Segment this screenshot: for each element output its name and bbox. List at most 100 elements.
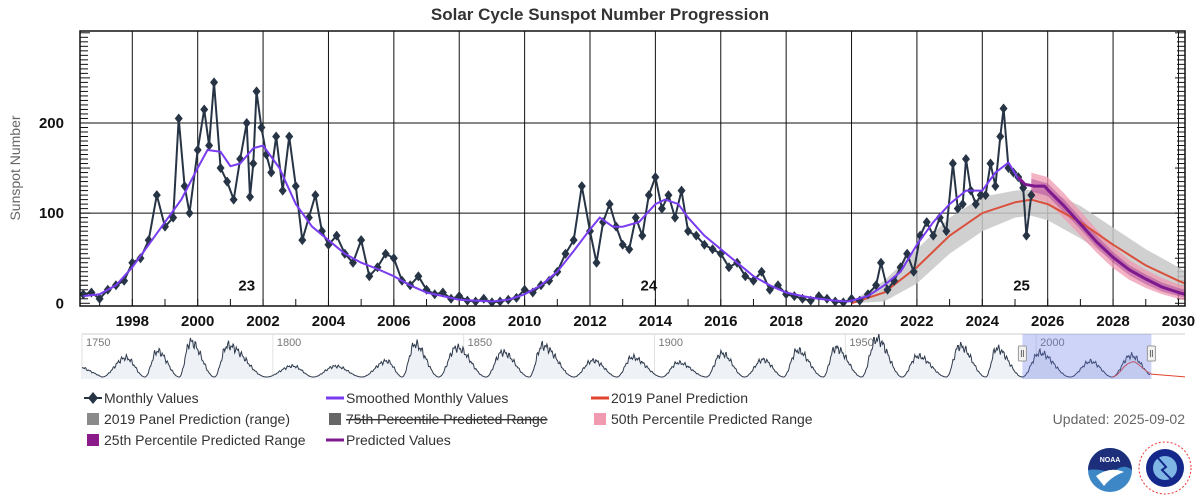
- monthly-value-marker: [257, 122, 266, 133]
- navigator-right-handle[interactable]: [1146, 345, 1156, 362]
- cycle-label: 24: [641, 278, 658, 295]
- cycle-label: 23: [238, 278, 255, 295]
- chart-title: Solar Cycle Sunspot Number Progression: [431, 5, 769, 24]
- monthly-value-marker: [961, 154, 970, 165]
- x-tick-label: 2002: [246, 313, 279, 330]
- x-tick-label: 2024: [966, 313, 1000, 330]
- monthly-value-marker: [210, 77, 219, 88]
- monthly-value-marker: [677, 185, 686, 196]
- legend-square-icon: [87, 434, 99, 446]
- y-tick-label: 100: [39, 205, 64, 222]
- monthly-value-marker: [876, 257, 885, 268]
- monthly-value-marker: [757, 266, 766, 277]
- p25-range-band: [1031, 178, 1185, 298]
- noaa-logo[interactable]: NOAA: [1088, 448, 1132, 492]
- monthly-value-marker: [252, 86, 261, 97]
- monthly-value-marker: [229, 194, 238, 205]
- x-tick-label: 2030: [1162, 313, 1195, 330]
- monthly-value-marker: [95, 293, 104, 304]
- x-tick-label: 2026: [1031, 313, 1064, 330]
- monthly-value-marker: [631, 212, 640, 223]
- monthly-values-line: [83, 82, 1033, 304]
- monthly-value-marker: [618, 239, 627, 250]
- x-tick-label: 2016: [704, 313, 737, 330]
- plot-frame: [79, 30, 1186, 307]
- monthly-value-marker: [657, 203, 666, 214]
- navigator-prediction-line: [1112, 361, 1185, 378]
- monthly-value-marker: [545, 275, 554, 286]
- monthly-value-marker: [479, 293, 488, 304]
- cycle-labels: 23 24 25: [238, 278, 1029, 295]
- x-tick-label: 2028: [1096, 313, 1129, 330]
- monthly-value-marker: [242, 117, 251, 128]
- monthly-value-marker: [577, 181, 586, 192]
- legend-label: 75th Percentile Predicted Range: [346, 411, 548, 427]
- monthly-value-marker: [700, 239, 709, 250]
- navigator[interactable]: 1750 1800 1850 1900 1950 2000: [81, 333, 1185, 379]
- x-tick-label: 2004: [312, 313, 346, 330]
- monthly-value-marker: [986, 158, 995, 169]
- navigator-left-handle[interactable]: [1017, 345, 1027, 362]
- legend-item[interactable]: Predicted Values: [326, 432, 451, 448]
- legend-item[interactable]: 75th Percentile Predicted Range: [329, 411, 548, 427]
- legend-square-icon: [594, 413, 606, 425]
- monthly-value-marker: [692, 230, 701, 241]
- monthly-value-marker: [999, 103, 1008, 114]
- legend-square-icon: [329, 413, 341, 425]
- navigator-line: [82, 334, 1151, 378]
- y-tick-label: 200: [39, 115, 64, 132]
- monthly-value-marker: [311, 190, 320, 201]
- monthly-value-marker: [381, 248, 390, 259]
- monthly-value-marker: [1027, 190, 1036, 201]
- legend-item[interactable]: Monthly Values: [84, 390, 199, 406]
- x-tick-label: 2020: [835, 313, 868, 330]
- monthly-value-marker: [185, 208, 194, 219]
- monthly-value-marker: [872, 280, 881, 291]
- monthly-value-marker: [561, 248, 570, 259]
- monthly-value-marker: [684, 226, 693, 237]
- legend-item[interactable]: Smoothed Monthly Values: [326, 390, 508, 406]
- monthly-value-marker: [136, 253, 145, 264]
- legend-label: Predicted Values: [346, 432, 451, 448]
- legend-square-icon: [87, 413, 99, 425]
- x-tick-label: 2018: [769, 313, 802, 330]
- monthly-value-marker: [981, 190, 990, 201]
- x-axis-ticks: 1998 2000 2002 2004 2006 2008 2010 2012 2014 2016…: [99, 299, 1195, 330]
- monthly-value-marker: [246, 191, 254, 202]
- predicted-values-line: [1017, 176, 1185, 296]
- navigator-tick-label: 2000: [1040, 337, 1064, 349]
- navigator-selection[interactable]: [1022, 334, 1152, 379]
- navigator-tick-label: 1950: [849, 337, 873, 349]
- x-tick-label: 2006: [377, 313, 410, 330]
- monthly-value-marker: [152, 190, 161, 201]
- monthly-value-marker: [724, 262, 733, 273]
- monthly-value-marker: [790, 291, 799, 302]
- monthly-value-marker: [291, 181, 300, 192]
- navigator-tick-label: 1750: [86, 337, 110, 349]
- monthly-value-marker: [193, 145, 202, 156]
- monthly-value-marker: [708, 244, 717, 255]
- monthly-value-marker: [929, 230, 938, 241]
- monthly-value-marker: [569, 235, 578, 246]
- nws-logo[interactable]: [1138, 441, 1192, 495]
- legend-item[interactable]: 2019 Panel Prediction: [591, 390, 748, 406]
- monthly-value-marker: [953, 203, 962, 214]
- legend-item[interactable]: 2019 Panel Prediction (range): [87, 411, 290, 427]
- monthly-value-marker: [948, 158, 957, 169]
- x-tick-label: 2008: [443, 313, 476, 330]
- monthly-value-marker: [285, 131, 294, 142]
- monthly-value-marker: [278, 185, 287, 196]
- monthly-value-marker: [996, 131, 1005, 142]
- legend-label: 2019 Panel Prediction (range): [104, 411, 290, 427]
- legend-label: Smoothed Monthly Values: [346, 390, 508, 406]
- legend-item[interactable]: 25th Percentile Predicted Range: [87, 432, 306, 448]
- smoothed-values-line: [83, 144, 1026, 303]
- monthly-value-marker: [267, 167, 276, 178]
- monthly-value-marker: [935, 212, 944, 223]
- monthly-value-marker: [205, 140, 214, 151]
- navigator-series: [82, 334, 1185, 379]
- legend-item[interactable]: 50th Percentile Predicted Range: [594, 411, 813, 427]
- monthly-value-marker: [958, 199, 967, 210]
- legend: Monthly Values Smoothed Monthly Values 201…: [84, 390, 813, 448]
